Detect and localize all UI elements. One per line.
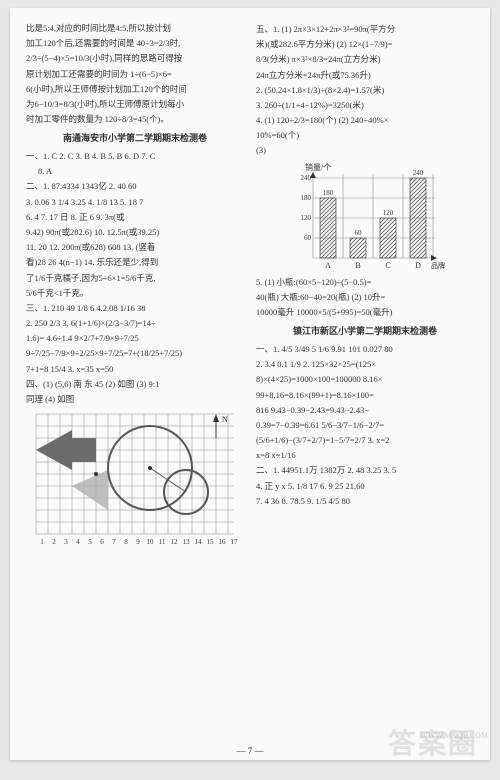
svg-text:8: 8 bbox=[124, 538, 128, 546]
svg-text:10: 10 bbox=[147, 538, 155, 546]
answer-line: 11. 20 12. 200π(或628) 608 13. (竖着 bbox=[26, 241, 244, 254]
intro-line: 为6−10/3=8/3(小时),所以王师傅原计划每小 bbox=[26, 98, 244, 111]
answer-line: 2. 3.4 0.1 1/9 2. 125×32×25=(125× bbox=[256, 358, 474, 371]
svg-text:A: A bbox=[325, 261, 331, 270]
answer-line: 816 9.43−0.39−2.43=9.43−2.43− bbox=[256, 404, 474, 417]
answer-line: 4. 正 y x 5. 1/8 17 6. 9 25 21.60 bbox=[256, 480, 474, 493]
answer-line: 米)(或282.6平方分米) (2) 12×(1−7/9)= bbox=[256, 38, 474, 51]
answer-line: 了1/6千克橘子,因为5÷6×1=5/6千克, bbox=[26, 272, 244, 285]
answer-line: 6. 4 7. 17 日 8. 正 6 9. 3π(或 bbox=[26, 211, 244, 224]
answer-line: 二、1. 87.4334 1343亿 2. 40 60 bbox=[26, 180, 244, 193]
grid-diagram: N 1234567891011121314151617 bbox=[30, 410, 240, 550]
intro-line: 加工120个后,还需要的时间是 40÷3=2/3时, bbox=[26, 37, 244, 50]
bar-chart: 销量/个 60 120 1 bbox=[285, 162, 445, 272]
answer-line: 7. 4 36 8. 78.5 9. 1/5 4/5 80 bbox=[256, 495, 474, 508]
answer-line: 5/6千克<1千克。 bbox=[26, 287, 244, 300]
svg-text:7: 7 bbox=[112, 538, 116, 546]
answer-line: 9.42) 90π(或282.6) 10. 12.5π(或39.25) bbox=[26, 226, 244, 239]
answer-line: 二、1. 44951.1万 1382万 2. 48 3.25 3. 5 bbox=[256, 464, 474, 477]
answer-line: 9÷7/25−7/9×9÷2/25×9÷7/25=7+(18/25+7/25) bbox=[26, 347, 244, 360]
answer-line: 3. 260÷(1/1+4−12%)=3250(米) bbox=[256, 99, 474, 112]
svg-text:240: 240 bbox=[301, 174, 312, 182]
answer-line: 10%=60(个) bbox=[256, 129, 474, 142]
svg-text:60: 60 bbox=[304, 234, 312, 242]
svg-text:17: 17 bbox=[231, 538, 239, 546]
answer-line: 24π立方分米=24π升(或75.36升) bbox=[256, 69, 474, 82]
svg-text:3: 3 bbox=[64, 538, 68, 546]
answer-line: 一、1. 4/5 3/49 5 1/6 9.91 101 0.027 80 bbox=[256, 343, 474, 356]
svg-text:120: 120 bbox=[301, 214, 312, 222]
answer-line: 8/3(分米) π×3²×8/3=24π(立方分米) bbox=[256, 53, 474, 66]
answer-line: 99+8.16=8.16×(99+1)=8.16×100= bbox=[256, 389, 474, 402]
answer-line: 四、(1) (5,6) 南 东 45 (2) 如图 (3) 9:1 bbox=[26, 378, 244, 391]
svg-text:12: 12 bbox=[171, 538, 179, 546]
answer-line: 2. 250 2/3 3. 6(1+1/6)×(2/3−3/7)=14÷ bbox=[26, 317, 244, 330]
svg-text:14: 14 bbox=[195, 538, 203, 546]
svg-text:5: 5 bbox=[88, 538, 92, 546]
intro-line: 原计划加工还需要的时间为 1÷(6−5)×6= bbox=[26, 68, 244, 81]
answer-line: 看)28 26 4(n−1) 14. 乐乐还是少,得到 bbox=[26, 256, 244, 269]
svg-text:180: 180 bbox=[323, 189, 334, 197]
svg-text:4: 4 bbox=[76, 538, 80, 546]
svg-text:13: 13 bbox=[183, 538, 191, 546]
answer-line: 1.6)= 4.6÷1.4 9×2/7+7/9×9÷7/25 bbox=[26, 332, 244, 345]
intro-line: 6(小时),所以王师傅按计划加工120个的时间 bbox=[26, 83, 244, 96]
svg-text:品牌: 品牌 bbox=[431, 261, 445, 270]
svg-text:120: 120 bbox=[383, 209, 394, 217]
svg-text:60: 60 bbox=[355, 229, 363, 237]
svg-text:C: C bbox=[385, 261, 390, 270]
answer-line: 10000毫升 10000×5/(5+995)=50(毫升) bbox=[256, 306, 474, 319]
answer-line: 4. (1) 120÷2/3=180(个) (2) 240÷40%× bbox=[256, 114, 474, 127]
svg-text:1: 1 bbox=[40, 538, 44, 546]
svg-text:180: 180 bbox=[301, 194, 312, 202]
watermark-main: 答案圈 bbox=[388, 722, 478, 762]
answer-line: 五、1. (1) 2π×3×12+2π×3²=90π(平方分 bbox=[256, 23, 474, 36]
answer-line: (3) bbox=[256, 144, 474, 157]
intro-line: 2/3÷(5−4)×5=10/3(小时),同样的思路可得按 bbox=[26, 52, 244, 65]
answer-line: 5. (1) 小瓶:(60×5−120)÷(5−0.5)= bbox=[256, 276, 474, 289]
left-column: 比是5:4,对应的时间比是4:5,所以按计划 加工120个后,还需要的时间是 4… bbox=[26, 22, 244, 746]
answer-line: x=8 x=1/16 bbox=[256, 449, 474, 462]
answer-line: 40(瓶) 大瓶:60−40=20(瓶) (2) 10升= bbox=[256, 291, 474, 304]
svg-text:16: 16 bbox=[219, 538, 227, 546]
answer-line: 2. (50.24×1.8×1/3)÷(8×2.4)=1.57(米) bbox=[256, 84, 474, 97]
answer-line: 8. A bbox=[26, 165, 244, 178]
answer-line: 同理 (4) 如图 bbox=[26, 393, 244, 406]
svg-text:D: D bbox=[415, 261, 421, 270]
svg-text:N: N bbox=[222, 415, 228, 424]
svg-text:B: B bbox=[355, 261, 360, 270]
watermark-url: WWW.MXQE.COM bbox=[420, 731, 488, 740]
right-column: 五、1. (1) 2π×3×12+2π×3²=90π(平方分 米)(或282.6… bbox=[256, 22, 474, 746]
answer-line: 7+1=8 15/4 3. x=35 x=50 bbox=[26, 363, 244, 376]
svg-text:9: 9 bbox=[136, 538, 140, 546]
intro-line: 时加工零件的数量为 120÷8/3=45(个)。 bbox=[26, 113, 244, 126]
section-title-2: 镇江市新区小学第二学期期末检测卷 bbox=[256, 325, 474, 339]
answer-line: 3. 0.06 3 1/4 3.25 4. 1/8 13 5. 18 7 bbox=[26, 196, 244, 209]
answer-line: (5/6+1/6)−(3/7+2/7)=1−5/7=2/7 3. x=2 bbox=[256, 434, 474, 447]
section-title-1: 南通海安市小学第二学期期末检测卷 bbox=[26, 132, 244, 146]
answer-line: 三、1. 210 49 1/8 6 4.2.08 1/16 38 bbox=[26, 302, 244, 315]
svg-text:240: 240 bbox=[413, 169, 424, 177]
answer-line: 0.39=7−0.39=6.61 5/6−3/7−1/6−2/7= bbox=[256, 419, 474, 432]
svg-text:11: 11 bbox=[159, 538, 166, 546]
answer-line: 8)×(4×25)=1000×100=100000 8.16× bbox=[256, 373, 474, 386]
svg-text:销量/个: 销量/个 bbox=[305, 162, 331, 172]
intro-line: 比是5:4,对应的时间比是4:5,所以按计划 bbox=[26, 22, 244, 35]
svg-text:15: 15 bbox=[207, 538, 215, 546]
answer-line: 一、1. C 2. C 3. B 4. B 5. B 6. D 7. C bbox=[26, 150, 244, 163]
svg-text:2: 2 bbox=[52, 538, 56, 546]
svg-text:6: 6 bbox=[100, 538, 104, 546]
